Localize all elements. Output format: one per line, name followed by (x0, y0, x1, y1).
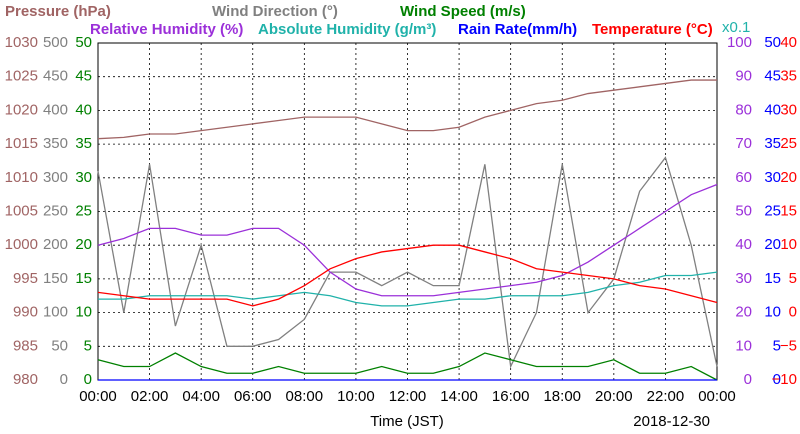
legend-entry: Wind Direction (°) (212, 3, 338, 20)
y-tick-label: 450 (43, 68, 68, 85)
x-tick-label: 20:00 (595, 388, 633, 405)
x-tick-label: 00:00 (698, 388, 736, 405)
x-tick-label: 14:00 (440, 388, 478, 405)
y-tick-label: 35 (780, 68, 797, 85)
y-tick-label: 985 (13, 337, 38, 354)
y-tick-label: 15 (764, 270, 781, 287)
y-tick-label: 20 (780, 169, 797, 186)
y-tick-label: 5 (789, 270, 797, 287)
y-tick-label: 50 (51, 337, 68, 354)
y-tick-label: 0 (60, 371, 68, 388)
y-tick-label: 25 (75, 202, 92, 219)
y-tick-label: 50 (764, 34, 781, 51)
y-tick-label: 1020 (5, 101, 38, 118)
x-tick-label: 08:00 (286, 388, 324, 405)
y-tick-label: −10 (772, 371, 797, 388)
x-tick-label: 18:00 (543, 388, 581, 405)
y-tick-label: 30 (780, 101, 797, 118)
y-tick-label: 45 (75, 68, 92, 85)
y-tick-label: 40 (764, 101, 781, 118)
y-tick-label: 980 (13, 371, 38, 388)
y-tick-label: 10 (764, 304, 781, 321)
y-tick-label: 0 (84, 371, 92, 388)
y-tick-label: 40 (75, 101, 92, 118)
x-tick-label: 16:00 (492, 388, 530, 405)
series-line (97, 183, 718, 297)
y-tick-label: 70 (735, 135, 752, 152)
y-tick-label: 350 (43, 135, 68, 152)
y-tick-label: 35 (75, 135, 92, 152)
legend-entry: Wind Speed (m/s) (400, 3, 526, 20)
x-tick-label: 04:00 (182, 388, 220, 405)
y-tick-label: 30 (764, 169, 781, 186)
y-tick-label: 500 (43, 34, 68, 51)
x-tick-label: 02:00 (131, 388, 169, 405)
y-tick-label: 5 (84, 337, 92, 354)
series-line (97, 79, 717, 140)
y-tick-label: 50 (735, 202, 752, 219)
y-tick-label: 20 (75, 236, 92, 253)
y-tick-label: 100 (43, 304, 68, 321)
series-line (97, 352, 718, 381)
y-tick-label: 0 (773, 371, 781, 388)
x-tick-label: 10:00 (337, 388, 375, 405)
y-tick-label: 20 (735, 304, 752, 321)
y-tick-label: 25 (764, 202, 781, 219)
y-tick-label: −5 (780, 337, 797, 354)
x-tick-label: 12:00 (389, 388, 427, 405)
y-tick-label: 35 (764, 135, 781, 152)
y-tick-label: 1030 (5, 34, 38, 51)
y-tick-label: 10 (75, 304, 92, 321)
scale-note: x0.1 (722, 19, 750, 36)
y-tick-label: 1010 (5, 169, 38, 186)
y-tick-label: 100 (727, 34, 752, 51)
y-tick-label: 990 (13, 304, 38, 321)
y-tick-label: 40 (780, 34, 797, 51)
y-tick-label: 45 (764, 68, 781, 85)
y-tick-label: 40 (735, 236, 752, 253)
y-tick-label: 25 (780, 135, 797, 152)
y-tick-label: 30 (735, 270, 752, 287)
legend-entry: Relative Humidity (%) (90, 21, 243, 38)
y-tick-label: 300 (43, 169, 68, 186)
y-tick-label: 0 (789, 304, 797, 321)
y-tick-label: 15 (780, 202, 797, 219)
x-tick-label: 22:00 (647, 388, 685, 405)
y-tick-label: 10 (735, 337, 752, 354)
y-tick-label: 0 (744, 371, 752, 388)
y-tick-label: 60 (735, 169, 752, 186)
y-tick-label: 5 (773, 337, 781, 354)
y-tick-label: 400 (43, 101, 68, 118)
y-tick-label: 1015 (5, 135, 38, 152)
y-tick-label: 90 (735, 68, 752, 85)
y-tick-label: 200 (43, 236, 68, 253)
x-axis-label: Time (JST) (370, 413, 444, 430)
y-tick-label: 995 (13, 270, 38, 287)
y-tick-label: 1005 (5, 202, 38, 219)
x-tick-label: 00:00 (79, 388, 117, 405)
y-tick-label: 15 (75, 270, 92, 287)
y-tick-label: 50 (75, 34, 92, 51)
legend-entry: Rain Rate(mm/h) (458, 21, 577, 38)
legend-entry: Absolute Humidity (g/m³) (258, 21, 436, 38)
legend-entry: Pressure (hPa) (5, 3, 111, 20)
series-line (97, 244, 718, 307)
y-tick-label: 80 (735, 101, 752, 118)
date-label: 2018-12-30 (633, 413, 710, 430)
legend-entry: Temperature (°C) (592, 21, 713, 38)
y-tick-label: 20 (764, 236, 781, 253)
y-tick-label: 1000 (5, 236, 38, 253)
x-tick-label: 06:00 (234, 388, 272, 405)
y-tick-label: 150 (43, 270, 68, 287)
y-tick-label: 10 (780, 236, 797, 253)
y-tick-label: 30 (75, 169, 92, 186)
y-tick-label: 250 (43, 202, 68, 219)
series-line (98, 271, 718, 307)
y-tick-label: 1025 (5, 68, 38, 85)
